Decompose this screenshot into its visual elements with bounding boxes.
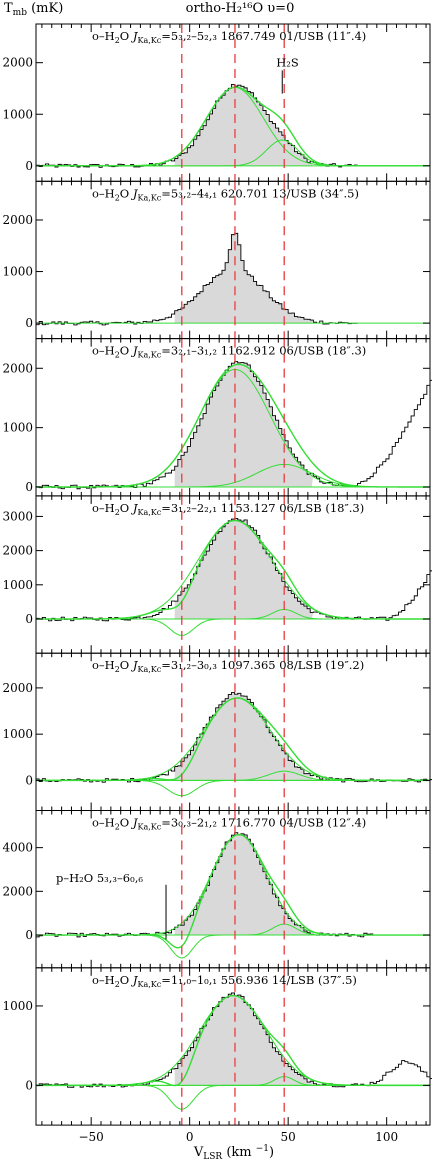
- y-tick-label: 0: [25, 316, 33, 330]
- panel-7: 0 1000 o–H2O JKa,Kc=1₁,₀–1₀,₁ 556.936 14/L…: [2, 967, 432, 1126]
- y-tick-label: 1000: [2, 727, 33, 741]
- panel-frame: [35, 967, 431, 1126]
- fit-total: [36, 994, 430, 1087]
- y-tick-label: 2000: [2, 361, 33, 375]
- y-tick-label: 1000: [2, 578, 33, 592]
- fit-absorption: [36, 779, 430, 797]
- panel-2: 0 1000 2000 o–H2O JKa,Kc=5₃,₂–4₄,₁ 620.701 …: [2, 180, 431, 340]
- y-tick-label: 3000: [2, 509, 33, 523]
- y-tick-label: 1000: [2, 421, 33, 435]
- panel-label: o–H2O JKa,Kc=3₂,₁–3₁,₂ 1162.912 06/USB (…: [92, 344, 366, 360]
- y-tick-label: 2000: [2, 56, 33, 70]
- panel-label: o–H2O JKa,Kc=5₃,₂–5₂,₃ 1867.749 01/USB (…: [92, 29, 366, 45]
- annotation-label: H₂S: [276, 55, 299, 69]
- panel-label: o–H2O JKa,Kc=3₁,₂–2₂,₁ 1153.127 06/LSB (…: [92, 501, 364, 517]
- emission-fill: [174, 361, 314, 487]
- y-tick-label: 0: [25, 480, 33, 494]
- panel-6: 0 2000 4000 o–H2O JKa,Kc=3₀,₃–2₁,₂ 1716.770…: [2, 810, 431, 969]
- fit-absorption: [36, 1084, 430, 1110]
- panel-label: o–H2O JKa,Kc=5₃,₂–4₄,₁ 620.701 13/USB (3…: [92, 186, 359, 202]
- y-tick-label: 2000: [2, 884, 33, 898]
- spectrum-histogram: [36, 692, 432, 783]
- fit-total: [36, 86, 430, 167]
- x-tick-label: 0: [186, 1130, 194, 1144]
- y-tick-label: 0: [25, 773, 33, 787]
- panel-label: o–H2O JKa,Kc=3₁,₂–3₀,₃ 1097.365 08/LSB (…: [92, 658, 364, 674]
- y-tick-label: 0: [25, 1078, 33, 1092]
- y-tick-label: 2000: [2, 681, 33, 695]
- emission-fill: [174, 518, 314, 620]
- emission-fill: [174, 84, 314, 166]
- fit-total: [36, 833, 430, 949]
- y-tick-label: 1000: [2, 265, 33, 279]
- y-tick-label: 0: [25, 159, 33, 173]
- emission-fill: [174, 692, 314, 781]
- x-tick-label: 50: [281, 1130, 296, 1144]
- panel-3: 0 1000 2000 o–H2O JKa,Kc=3₂,₁–3₁,₂ 1162.912…: [2, 338, 432, 497]
- panel-label: o–H2O JKa,Kc=1₁,₀–1₀,₁ 556.936 14/LSB (3…: [92, 973, 357, 989]
- panel-label: o–H2O JKa,Kc=3₀,₃–2₁,₂ 1716.770 04/USB (…: [92, 816, 366, 832]
- y-tick-label: 1000: [2, 107, 33, 121]
- y-tick-label: 0: [25, 928, 33, 942]
- figure-ylabel: Tmb (mK): [4, 1, 63, 18]
- fit-absorption: [36, 618, 430, 636]
- panel-1: 0 1000 2000 o–H2O JKa,Kc=5₃,₂–5₂,₃ 1867.749…: [2, 23, 431, 182]
- fit-total: [36, 363, 430, 488]
- y-tick-label: 0: [25, 612, 33, 626]
- emission-fill: [174, 832, 314, 936]
- panel-5: 0 1000 2000 o–H2O JKa,Kc=3₁,₂–3₀,₃ 1097.365…: [2, 652, 432, 812]
- y-tick-label: 4000: [2, 841, 33, 855]
- fit-absorption: [36, 934, 430, 959]
- x-tick-label: 100: [375, 1130, 398, 1144]
- emission-fill: [174, 992, 314, 1086]
- y-tick-label: 2000: [2, 544, 33, 558]
- panel-4: 0 1000 2000 3000 o–H2O JKa,Kc=3₁,₂–2₂,₁ 1153…: [2, 495, 432, 654]
- y-tick-label: 2000: [2, 213, 33, 227]
- spectrum-histogram: [36, 232, 358, 326]
- annotation-label: p–H₂O 5₃,₃–6₀,₆: [56, 871, 143, 885]
- fit-total: [36, 519, 430, 620]
- y-tick-label: 1000: [2, 999, 33, 1013]
- x-tick-label: −50: [78, 1130, 103, 1144]
- figure-xlabel: VLSR (km −1): [193, 1144, 274, 1162]
- fit-total: [36, 697, 430, 782]
- figure-title: ortho-H₂¹⁶O υ=0: [186, 1, 295, 16]
- emission-fill: [174, 233, 314, 324]
